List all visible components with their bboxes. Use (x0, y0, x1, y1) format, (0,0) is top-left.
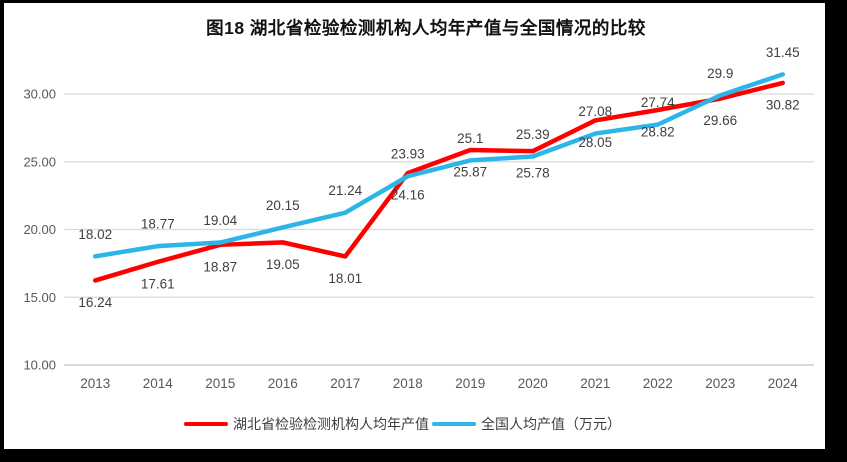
x-axis-label: 2014 (143, 376, 174, 391)
chart-title: 图18 湖北省检验检测机构人均年产值与全国情况的比较 (206, 18, 646, 38)
data-label: 27.74 (641, 95, 675, 110)
data-label: 19.04 (203, 213, 237, 228)
data-label: 27.08 (578, 104, 612, 119)
x-axis-label: 2021 (580, 376, 610, 391)
data-label: 25.1 (457, 131, 483, 146)
y-axis-tick-label: 15.00 (23, 290, 56, 305)
legend-line-hubei-icon (184, 421, 228, 427)
x-axis-label: 2013 (80, 376, 110, 391)
data-label: 21.24 (328, 183, 362, 198)
data-label: 18.01 (328, 271, 362, 286)
chart-canvas (4, 3, 825, 449)
x-axis-label: 2019 (455, 376, 485, 391)
data-label: 25.78 (516, 166, 550, 181)
data-label: 28.82 (641, 124, 675, 139)
data-label: 18.87 (203, 259, 237, 274)
data-label: 19.05 (266, 257, 300, 272)
y-axis-tick-label: 10.00 (23, 358, 56, 373)
legend-label-hubei: 湖北省检验检测机构人均年产值 (233, 416, 429, 432)
data-label: 18.77 (141, 217, 175, 232)
y-axis-tick-label: 25.00 (23, 154, 56, 169)
x-axis-label: 2016 (268, 376, 298, 391)
x-axis-label: 2020 (518, 376, 548, 391)
legend-label-national: 全国人均产值（万元） (481, 416, 621, 432)
data-label: 29.66 (703, 113, 737, 128)
data-label: 25.39 (516, 127, 550, 142)
chart-legend: 湖北省检验检测机构人均年产值 全国人均产值（万元） (181, 414, 621, 434)
x-axis-label: 2022 (643, 376, 673, 391)
data-label: 20.15 (266, 198, 300, 213)
x-axis-label: 2023 (705, 376, 735, 391)
y-axis-tick-label: 30.00 (23, 87, 56, 102)
data-label: 31.45 (766, 45, 800, 60)
y-axis-tick-label: 20.00 (23, 222, 56, 237)
data-label: 30.82 (766, 97, 800, 112)
x-axis-label: 2017 (330, 376, 360, 391)
data-label: 23.93 (391, 147, 425, 162)
data-label: 28.05 (578, 135, 612, 150)
data-label: 29.9 (707, 66, 733, 81)
series-line-1 (93, 72, 785, 259)
x-axis-label: 2015 (205, 376, 235, 391)
data-label: 18.02 (78, 227, 112, 242)
data-label: 24.16 (391, 188, 425, 203)
x-axis-label: 2018 (393, 376, 423, 391)
x-axis-label: 2024 (768, 376, 799, 391)
series-line-0 (93, 80, 785, 283)
data-label: 16.24 (78, 295, 112, 310)
legend-line-national-icon (432, 421, 476, 427)
data-label: 25.87 (453, 164, 487, 179)
data-label: 17.61 (141, 276, 175, 291)
